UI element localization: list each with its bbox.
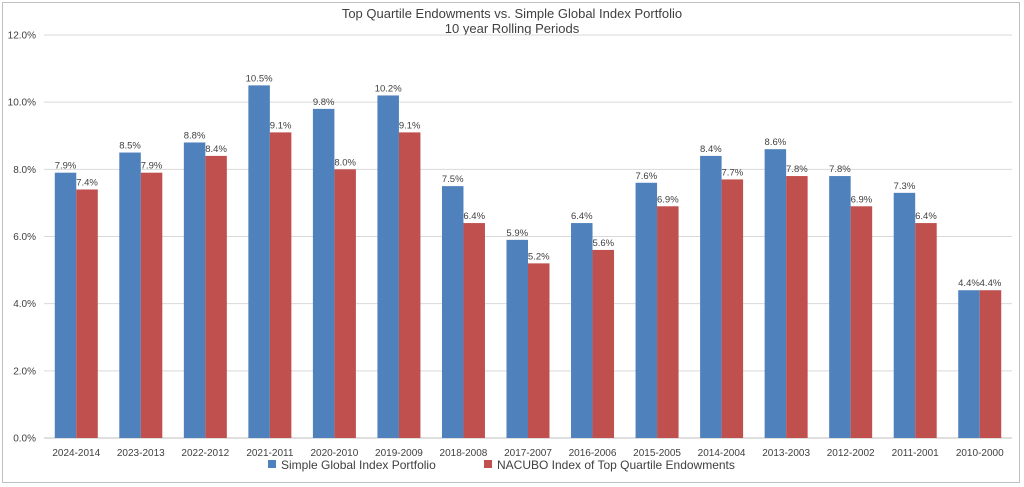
data-label: 10.2% [375,83,402,94]
bar [764,149,787,438]
bar [441,186,464,438]
data-label: 6.9% [657,194,679,205]
x-tick-label: 2019-2009 [375,448,423,459]
data-label: 8.0% [334,157,356,168]
chart-title: Top Quartile Endowments vs. Simple Globa… [342,6,682,21]
bar [119,152,141,438]
bar [269,132,292,438]
data-label: 8.6% [765,137,787,148]
y-tick-label: 12.0% [8,31,36,42]
data-label: 5.9% [506,228,528,239]
bar [463,223,485,438]
data-label: 9.1% [399,120,421,131]
data-label: 5.2% [528,251,550,262]
x-tick-label: 2013-2003 [762,448,810,459]
x-axis: 2024-2014 2023-2013 2022-2012 2021-2011 2020… [52,448,1004,459]
bar [635,182,658,438]
data-label: 8.5% [119,141,141,152]
bar [76,189,98,438]
legend-swatch [268,460,276,468]
y-tick-label: 4.0% [13,299,36,310]
bar [592,249,615,438]
bar [850,206,873,438]
bar [205,155,227,438]
x-tick-label: 2012-2002 [827,448,875,459]
bar [54,172,77,439]
bar [312,108,335,438]
legend-label: Simple Global Index Portfolio [281,458,436,472]
x-tick-label: 2016-2006 [569,448,617,459]
bar [183,142,206,438]
x-tick-label: 2010-2000 [956,448,1004,459]
x-tick-label: 2018-2008 [440,448,488,459]
bar [958,290,980,438]
bar [979,290,1002,438]
bar [657,206,679,438]
x-tick-label: 2011-2001 [892,448,940,459]
data-label: 8.4% [700,144,722,155]
x-tick-label: 2017-2007 [504,448,552,459]
data-label: 10.5% [246,73,273,84]
x-tick-label: 2023-2013 [117,448,165,459]
x-tick-label: 2021-2011 [246,448,294,459]
bar [377,95,399,438]
data-label: 8.8% [184,130,206,141]
y-tick-label: 8.0% [13,165,36,176]
bar [506,239,528,438]
x-tick-label: 2014-2004 [698,448,746,459]
y-tick-label: 2.0% [13,366,36,377]
y-axis: 0.0% 2.0% 4.0% 6.0% 8.0% 10.0% 12.0% [8,31,36,445]
data-label: 9.8% [313,97,335,108]
data-label: 5.6% [592,238,614,249]
bar [915,223,937,438]
data-label: 8.4% [205,144,227,155]
x-tick-label: 2020-2010 [310,448,358,459]
bar [721,179,744,439]
x-tick-label: 2022-2012 [181,448,229,459]
bar [140,172,163,439]
data-label: 9.1% [270,120,292,131]
legend-swatch [484,460,492,468]
data-label: 6.4% [463,211,485,222]
data-label: 4.4% [958,278,980,289]
legend-label: NACUBO Index of Top Quartile Endowments [497,458,735,472]
data-label: 7.8% [829,164,851,175]
y-tick-label: 6.0% [13,232,36,243]
data-label: 6.9% [851,194,873,205]
bar [334,169,356,439]
chart-subtitle: 10 year Rolling Periods [445,21,580,36]
data-label: 6.4% [915,211,937,222]
data-label: 7.8% [786,164,808,175]
bar [398,132,421,438]
data-label: 7.7% [722,167,744,178]
data-label: 7.9% [55,161,77,172]
data-label: 7.5% [442,174,464,185]
data-label: 7.4% [76,177,98,188]
y-tick-label: 0.0% [13,434,36,445]
bar [571,223,593,438]
x-tick-label: 2015-2005 [633,448,681,459]
data-label: 7.9% [141,161,163,172]
bar [893,192,916,438]
data-label: 7.6% [635,171,657,182]
y-tick-label: 10.0% [8,98,36,109]
bars: 7.9%7.4%8.5%7.9%8.8%8.4%10.5%9.1%9.8%8.0… [54,73,1002,439]
bar [248,85,270,438]
legend: Simple Global Index Portfolio NACUBO Inde… [268,458,735,472]
x-tick-label: 2024-2014 [52,448,100,459]
bar [786,176,808,439]
data-label: 4.4% [980,278,1002,289]
bar [700,155,722,438]
data-label: 7.3% [894,181,916,192]
data-label: 6.4% [571,211,593,222]
bar [829,176,851,439]
bar [528,263,550,438]
